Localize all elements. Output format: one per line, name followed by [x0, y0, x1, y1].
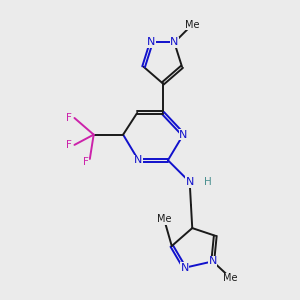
Text: F: F	[66, 113, 72, 123]
Text: N: N	[147, 38, 155, 47]
Text: N: N	[179, 130, 188, 140]
Text: N: N	[180, 263, 189, 273]
Text: N: N	[134, 155, 143, 165]
Text: Me: Me	[224, 273, 238, 283]
Text: N: N	[185, 177, 194, 187]
Text: Me: Me	[185, 20, 200, 29]
Text: H: H	[204, 177, 212, 187]
Text: F: F	[66, 140, 72, 150]
Text: N: N	[170, 38, 178, 47]
Text: N: N	[208, 256, 217, 266]
Text: Me: Me	[157, 214, 171, 224]
Text: F: F	[83, 157, 89, 167]
